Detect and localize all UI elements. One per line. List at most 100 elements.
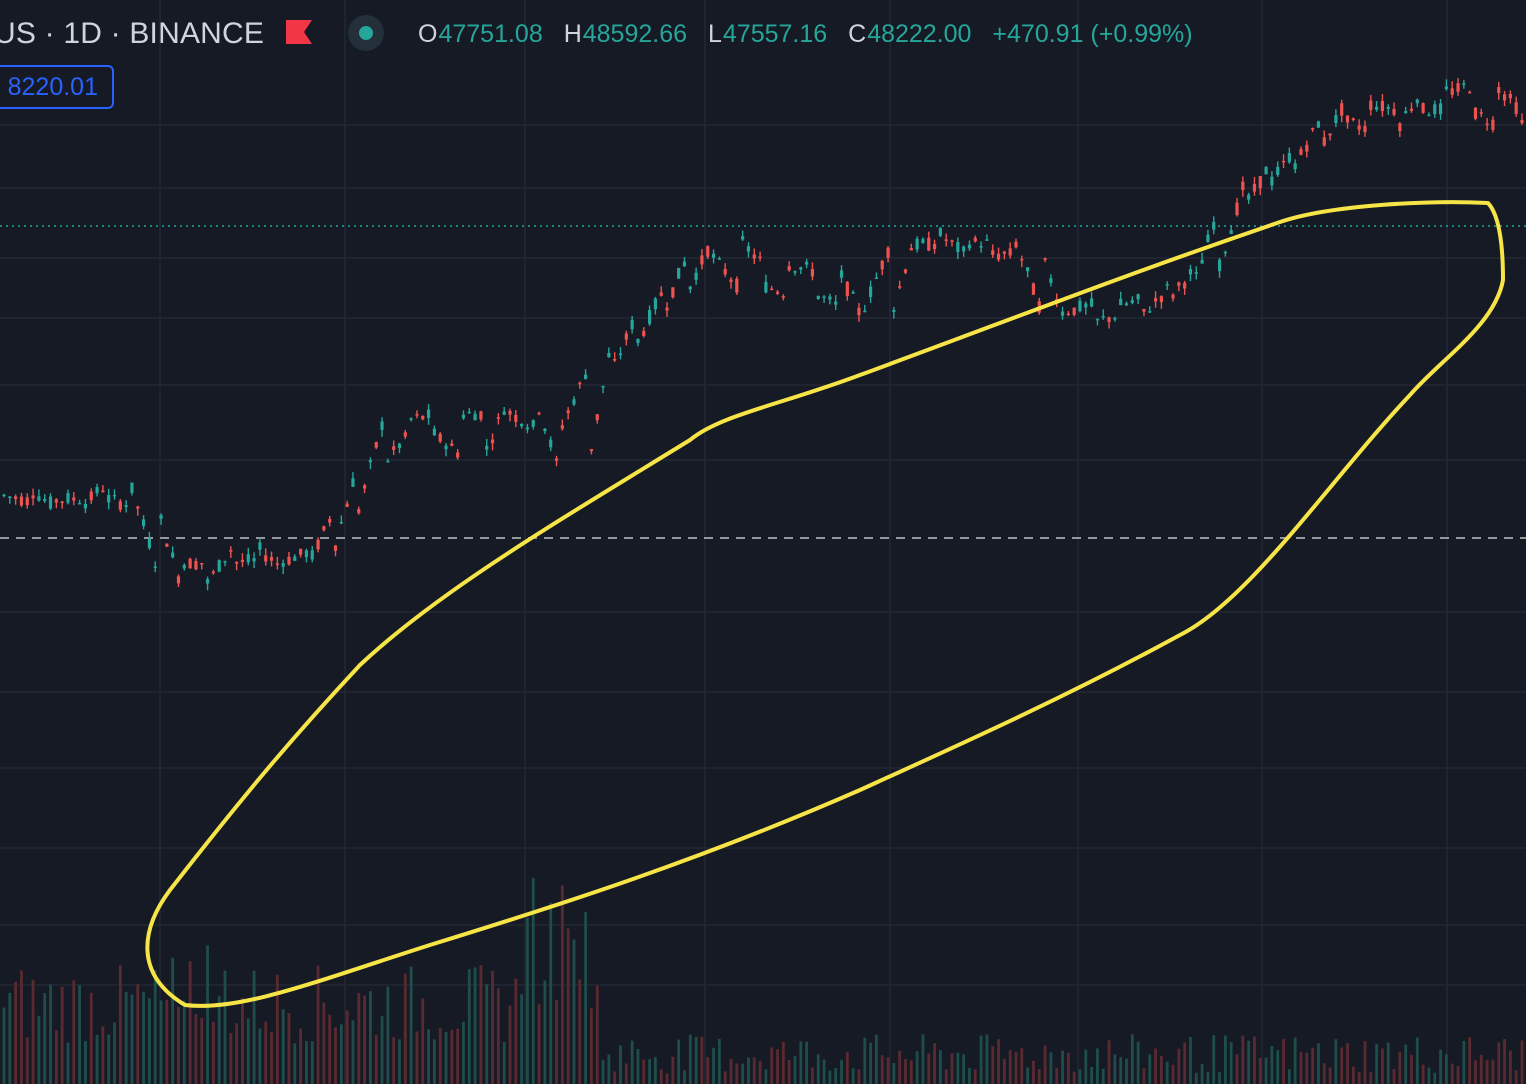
- volume-bar: [398, 1039, 401, 1084]
- candle-body: [525, 427, 530, 430]
- volume-bar: [293, 1043, 297, 1084]
- volume-bar: [863, 1037, 867, 1084]
- candle-body: [438, 433, 442, 442]
- volume-bar: [566, 928, 570, 1084]
- candle-body: [380, 421, 384, 430]
- volume-bar: [171, 957, 175, 1084]
- candle-body: [810, 269, 815, 277]
- volume-bar: [421, 998, 425, 1084]
- candle-body: [1438, 103, 1443, 115]
- candle-body: [607, 352, 611, 358]
- volume-bar: [1433, 1072, 1437, 1084]
- volume-bar: [1415, 1037, 1419, 1084]
- volume-bar: [1270, 1046, 1274, 1084]
- volume-bar: [1253, 1036, 1256, 1084]
- candle-body: [1229, 230, 1233, 234]
- volume-bar: [1247, 1040, 1251, 1084]
- candle-body: [572, 399, 576, 405]
- candle-body: [444, 445, 448, 450]
- candle-body: [944, 239, 948, 241]
- volume-bar: [909, 1060, 913, 1084]
- volume-bar: [1317, 1043, 1320, 1084]
- candle-body: [1066, 313, 1070, 316]
- volume-bar: [1474, 1060, 1477, 1084]
- volume-bar: [886, 1057, 890, 1084]
- volume-bar: [997, 1039, 1000, 1084]
- candle-body: [397, 443, 402, 449]
- candle-body: [1072, 307, 1076, 315]
- candle-body: [1351, 118, 1355, 120]
- volume-bar: [1200, 1063, 1204, 1084]
- volume-bar: [8, 992, 12, 1084]
- candle-body: [578, 382, 582, 385]
- candle-body: [1497, 87, 1501, 93]
- candle-body: [136, 506, 140, 509]
- ohlc-readout: O47751.08 H48592.66 L47557.16 C48222.00 …: [418, 20, 1207, 49]
- trend-annotation-ellipse[interactable]: [145, 200, 1505, 1008]
- volume-bar: [1113, 1054, 1117, 1084]
- candle-body: [816, 295, 820, 299]
- volume-bar: [1520, 1040, 1524, 1084]
- volume-bar: [508, 1005, 512, 1084]
- candle-body: [316, 539, 320, 550]
- candle-body: [1328, 133, 1332, 136]
- volume-bar: [636, 1048, 640, 1084]
- volume-bar: [537, 1003, 541, 1084]
- volume-bar: [1328, 1067, 1332, 1084]
- volume-bar: [1363, 1041, 1367, 1084]
- candle-body: [362, 485, 367, 489]
- candle-body: [642, 330, 646, 336]
- candle-body: [601, 385, 605, 388]
- candle-body: [48, 496, 53, 509]
- candle-body: [1026, 267, 1030, 272]
- candle-body: [293, 556, 297, 561]
- candle-body: [95, 487, 99, 494]
- volume-bar: [1130, 1034, 1134, 1084]
- volume-bar: [444, 1032, 448, 1084]
- volume-bar: [462, 1021, 465, 1084]
- chart-legend: US · 1D · BINANCE: [0, 14, 264, 54]
- flag-icon[interactable]: [286, 20, 312, 44]
- candle-body: [1223, 251, 1227, 254]
- volume-bar: [1514, 1070, 1518, 1084]
- volume-bar: [1049, 1052, 1053, 1084]
- volume-bar: [1404, 1044, 1408, 1084]
- candle-body: [898, 286, 902, 288]
- candle-body: [1008, 248, 1012, 256]
- symbol-title[interactable]: US · 1D · BINANCE: [0, 17, 265, 50]
- candle-body: [1404, 111, 1408, 114]
- open-label: O: [418, 20, 438, 48]
- candle-body: [1311, 128, 1315, 130]
- volume-bar: [904, 1058, 907, 1084]
- volume-bar: [880, 1055, 884, 1084]
- candle-body: [1101, 316, 1105, 318]
- volume-bar: [1119, 1057, 1123, 1084]
- candle-body: [1433, 104, 1437, 115]
- volume-bar: [735, 1063, 739, 1084]
- candle-body: [799, 267, 803, 270]
- volume-bar: [235, 1023, 239, 1084]
- candle-body: [1206, 234, 1210, 243]
- volume-bar: [1439, 1049, 1442, 1084]
- candle-body: [1235, 202, 1239, 216]
- volume-bar: [1503, 1039, 1506, 1084]
- candle-body: [903, 269, 908, 273]
- volume-bar: [857, 1069, 861, 1084]
- volume-bar: [514, 978, 518, 1084]
- candle-body: [264, 555, 268, 562]
- volume-bar: [60, 986, 64, 1084]
- volume-bar: [816, 1054, 820, 1084]
- volume-bar: [601, 1060, 605, 1084]
- candle-body: [741, 236, 745, 240]
- market-status-icon[interactable]: [348, 15, 384, 51]
- volume-bar: [595, 985, 599, 1084]
- volume-bar: [124, 991, 128, 1084]
- volume-bar: [456, 1028, 460, 1084]
- price-input-box[interactable]: 8220.01: [0, 65, 114, 109]
- volume-bar: [1485, 1060, 1489, 1084]
- volume-bar: [578, 979, 582, 1084]
- candle-body: [1258, 176, 1262, 189]
- candle-body: [118, 501, 122, 510]
- candle-body: [566, 410, 570, 414]
